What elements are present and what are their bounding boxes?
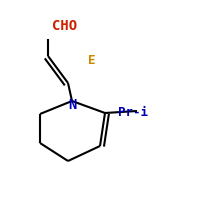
Text: N: N [68,98,76,112]
Text: CHO: CHO [52,19,77,33]
Text: Pr-i: Pr-i [118,107,148,120]
Text: E: E [88,55,96,67]
